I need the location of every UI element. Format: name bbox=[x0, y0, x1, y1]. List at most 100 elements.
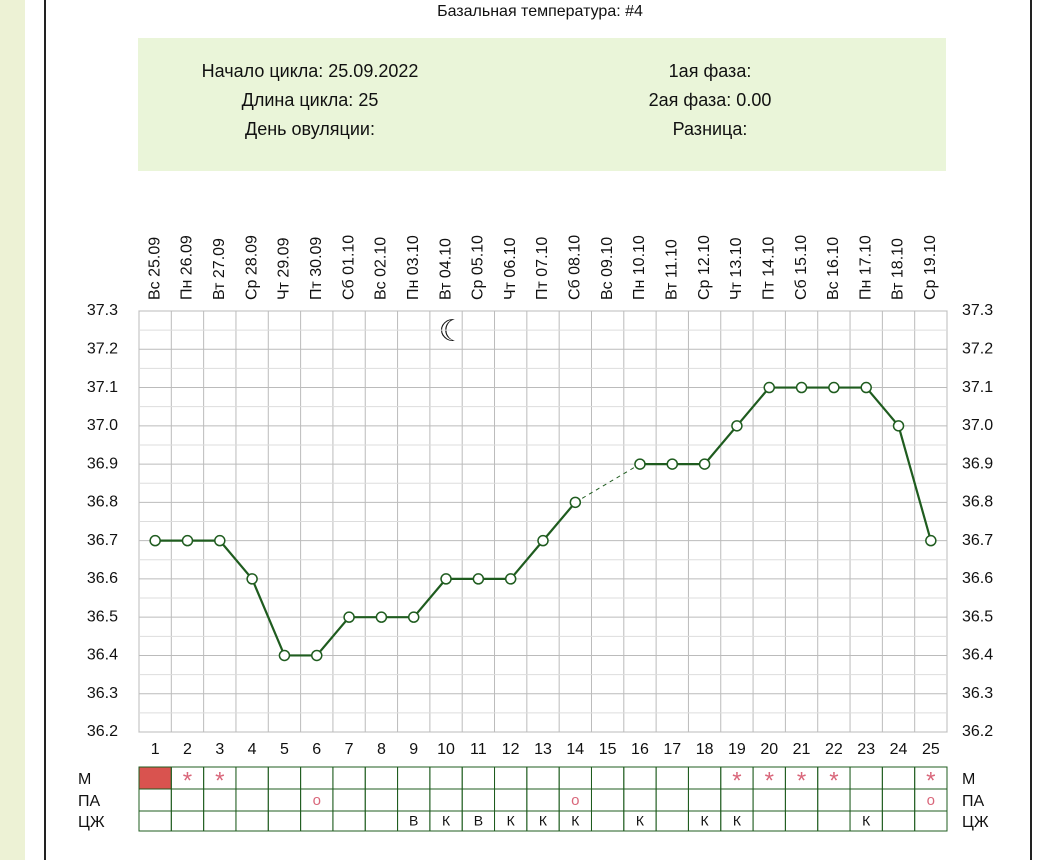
table-cell bbox=[623, 766, 657, 790]
point bbox=[698, 458, 711, 470]
table-cell bbox=[267, 810, 302, 832]
cell-mark: * bbox=[765, 767, 774, 794]
table-cell bbox=[461, 766, 496, 790]
table-cell bbox=[235, 788, 269, 812]
y2-tick-label: 37.3 bbox=[962, 302, 993, 319]
cell-mark: * bbox=[926, 767, 935, 794]
point bbox=[440, 573, 452, 585]
point bbox=[246, 573, 258, 585]
day-number: 1 bbox=[151, 741, 160, 758]
y-tick-label: 36.5 bbox=[87, 608, 118, 625]
y-tick-label: 37.0 bbox=[87, 417, 118, 434]
day-number: 25 bbox=[922, 741, 940, 758]
table-cell bbox=[332, 788, 366, 812]
y-tick-label: 36.8 bbox=[87, 494, 118, 511]
y2-tick-label: 37.0 bbox=[962, 417, 993, 434]
point bbox=[795, 381, 808, 394]
cell-mark: o bbox=[927, 792, 935, 809]
day-number: 4 bbox=[248, 741, 257, 758]
point bbox=[731, 420, 743, 432]
point bbox=[214, 534, 226, 547]
y-tick-label: 36.4 bbox=[87, 647, 118, 664]
table-cell bbox=[397, 788, 431, 812]
table-cell bbox=[655, 766, 689, 790]
x-category-label: Сб 15.10 bbox=[793, 235, 810, 300]
table-cell bbox=[300, 766, 334, 790]
row-label: ЦЖ bbox=[78, 814, 105, 831]
table-cell bbox=[203, 810, 237, 832]
day-number: 2 bbox=[183, 741, 192, 758]
table-cell bbox=[526, 788, 560, 812]
point bbox=[666, 458, 679, 470]
table-cell bbox=[461, 788, 496, 812]
table-cell bbox=[623, 788, 657, 812]
day-number: 6 bbox=[312, 741, 321, 758]
cell-mark: * bbox=[215, 767, 224, 794]
y2-tick-label: 36.2 bbox=[962, 723, 993, 740]
row-label: ПА bbox=[78, 793, 101, 810]
x-category-label: Вс 25.09 bbox=[146, 237, 163, 300]
x-category-label: Чт 06.10 bbox=[502, 237, 519, 300]
side-strip bbox=[0, 0, 25, 860]
y2-tick-label: 36.6 bbox=[962, 570, 993, 587]
day-number: 9 bbox=[409, 741, 418, 758]
cell-mark: К bbox=[636, 813, 645, 829]
y-tick-label: 36.3 bbox=[87, 685, 118, 702]
cell-mark: К bbox=[507, 813, 516, 829]
row-label-right: М bbox=[962, 771, 975, 788]
info-text: Начало цикла: 25.09.2022 bbox=[202, 61, 419, 81]
x-category-label: Ср 19.10 bbox=[922, 235, 939, 300]
row-label-right: ЦЖ bbox=[962, 814, 989, 831]
cell-mark: К bbox=[701, 813, 710, 829]
day-number: 13 bbox=[534, 741, 552, 758]
point bbox=[763, 381, 775, 394]
y2-tick-label: 36.4 bbox=[962, 647, 993, 664]
y2-tick-label: 37.1 bbox=[962, 379, 993, 396]
day-number: 10 bbox=[437, 741, 455, 758]
table-cell bbox=[397, 766, 431, 790]
row-label-right: ПА bbox=[962, 793, 985, 810]
point bbox=[634, 458, 646, 470]
table-cell bbox=[558, 766, 592, 790]
day-number: 11 bbox=[470, 741, 487, 758]
table-cell bbox=[526, 766, 560, 790]
point bbox=[828, 381, 840, 394]
info-text: День овуляции: bbox=[245, 119, 375, 139]
x-category-label: Чт 29.09 bbox=[276, 237, 293, 300]
table-cell bbox=[881, 810, 916, 832]
table-cell bbox=[267, 788, 302, 812]
cell-mark: К bbox=[539, 813, 548, 829]
x-category-label: Вт 04.10 bbox=[437, 238, 454, 300]
point bbox=[537, 534, 549, 547]
day-number: 7 bbox=[345, 741, 354, 758]
day-number: 17 bbox=[663, 741, 681, 758]
table-cell bbox=[300, 810, 334, 832]
x-category-label: Ср 12.10 bbox=[696, 235, 713, 300]
day-number: 8 bbox=[377, 741, 386, 758]
cell-mark: * bbox=[797, 767, 806, 794]
day-number: 21 bbox=[793, 741, 811, 758]
x-category-label: Пн 17.10 bbox=[857, 235, 874, 300]
table-cell bbox=[364, 766, 399, 790]
y-tick-label: 37.1 bbox=[87, 379, 118, 396]
info-text: 1ая фаза: bbox=[669, 61, 752, 81]
y-tick-label: 37.2 bbox=[87, 340, 118, 357]
table-cell bbox=[590, 766, 625, 790]
table-cell bbox=[655, 810, 689, 832]
y-tick-label: 36.2 bbox=[87, 723, 118, 740]
table-cell bbox=[849, 766, 883, 790]
table-cell bbox=[752, 810, 786, 832]
table-cell bbox=[881, 766, 916, 790]
info-text: Длина цикла: 25 bbox=[242, 90, 379, 110]
point bbox=[149, 534, 161, 547]
y2-tick-label: 36.9 bbox=[962, 455, 993, 472]
cell-mark: К bbox=[862, 813, 871, 829]
table-cell bbox=[687, 766, 722, 790]
table-cell bbox=[687, 788, 722, 812]
x-category-label: Вс 16.10 bbox=[825, 237, 842, 300]
table-cell bbox=[364, 788, 399, 812]
cell-mark: В bbox=[409, 813, 418, 829]
row-label: М bbox=[78, 771, 91, 788]
